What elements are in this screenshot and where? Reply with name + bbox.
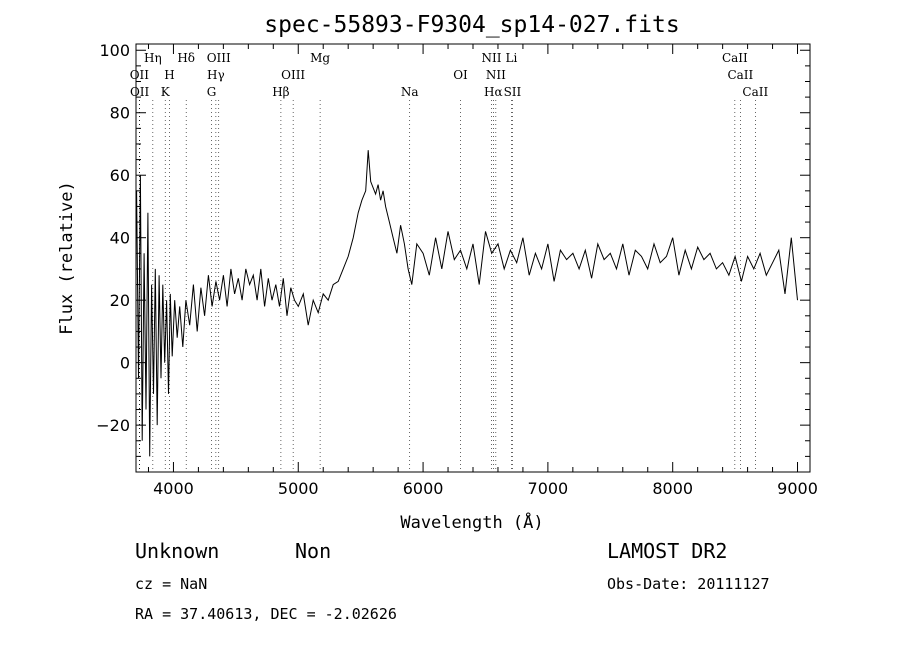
x-tick-label-3: 7000 <box>528 479 569 498</box>
y-tick-label-4: 60 <box>110 166 130 185</box>
x-tick-label-1: 5000 <box>278 479 319 498</box>
line-label-9: Hβ <box>272 85 289 99</box>
y-tick-label-2: 20 <box>110 291 130 310</box>
axis-ticks: 4000 5000 6000 7000 8000 9000 −20 0 20 40 60 80 100 <box>96 41 818 498</box>
observation-date: Obs-Date: 20111127 <box>607 575 770 593</box>
line-label-6: OIII <box>207 51 231 65</box>
x-tick-label-5: 9000 <box>777 479 818 498</box>
spectral-line-markers: Hη OII OII HK Hδ OIII Hγ G Hβ OIII Mg Na OI NII NII Hα L… <box>130 51 768 472</box>
line-label-17: Li <box>506 51 518 65</box>
y-tick-label-5: 80 <box>110 104 130 123</box>
line-label-20: CaII <box>727 68 753 82</box>
line-label-11: Mg <box>310 51 330 65</box>
spectrum-line <box>136 150 798 457</box>
y-tick-label-0: −20 <box>96 416 130 435</box>
y-tick-label-1: 0 <box>120 354 130 373</box>
plot-area: Hη OII OII HK Hδ OIII Hγ G Hβ OIII Mg Na OI NII NII Hα L… <box>96 41 818 498</box>
line-label-21: CaII <box>742 85 768 99</box>
x-tick-label-4: 8000 <box>652 479 693 498</box>
line-label-8: G <box>207 85 217 99</box>
line-label-14: NII <box>481 51 501 65</box>
line-label-1: OII <box>130 68 150 82</box>
line-label-4: K <box>161 85 171 99</box>
plot-frame <box>135 43 811 473</box>
line-label-0: Hη <box>144 51 162 65</box>
line-label-16: Hα <box>484 85 503 99</box>
x-tick-label-0: 4000 <box>153 479 194 498</box>
y-tick-label-6: 100 <box>99 41 130 60</box>
ra-dec-coordinates: RA = 37.40613, DEC = -2.02626 <box>135 605 397 623</box>
x-axis-label: Wavelength (Å) <box>400 511 543 533</box>
object-subclass: Non <box>295 539 331 563</box>
line-label-10: OIII <box>281 68 305 82</box>
y-tick-label-3: 40 <box>110 229 130 248</box>
line-label-7: Hγ <box>207 68 225 82</box>
line-label-5: Hδ <box>177 51 195 65</box>
line-label-18: SII <box>504 85 522 99</box>
line-label-15: NII <box>486 68 506 82</box>
line-label-3: H <box>164 68 174 82</box>
line-label-2: OII <box>130 85 150 99</box>
survey-name: LAMOST DR2 <box>607 539 727 563</box>
line-label-12: Na <box>401 85 419 99</box>
chart-title: spec-55893-F9304_sp14-027.fits <box>264 12 679 38</box>
line-label-19: CaII <box>722 51 748 65</box>
object-class: Unknown <box>135 539 219 563</box>
redshift-label: cz = NaN <box>135 575 207 593</box>
line-label-13: OI <box>453 68 468 82</box>
x-tick-label-2: 6000 <box>403 479 444 498</box>
y-axis-label: Flux (relative) <box>57 181 77 335</box>
